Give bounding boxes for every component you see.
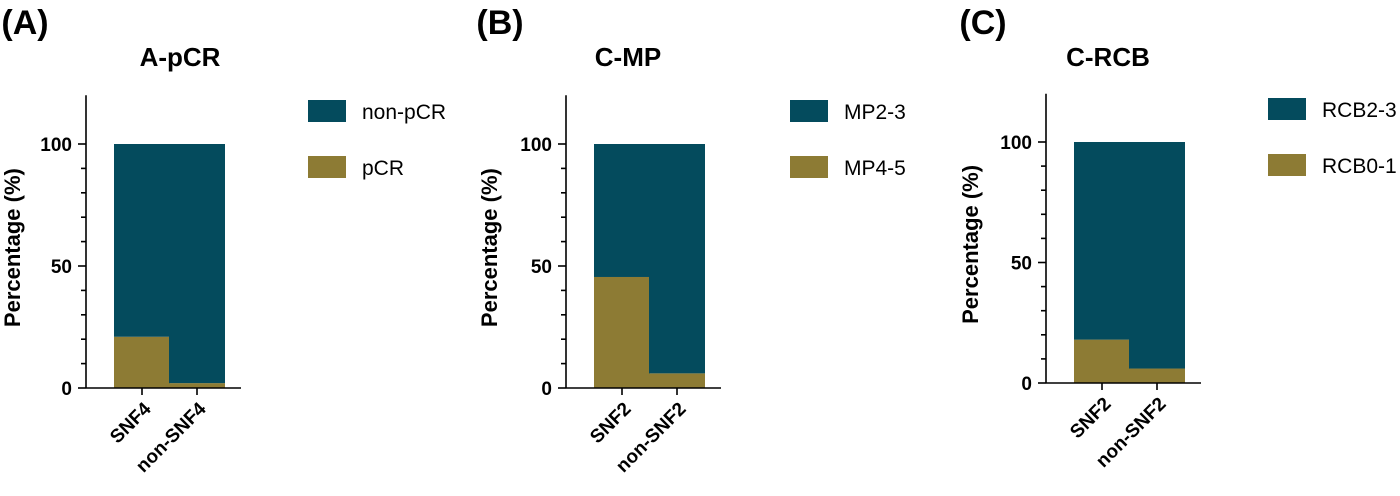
bar-MP4-5-non-SNF2 xyxy=(649,373,705,388)
legend-swatch xyxy=(1268,98,1306,120)
legend-swatch xyxy=(790,156,828,178)
legend-swatch xyxy=(790,100,828,122)
y-tick-label: 50 xyxy=(51,257,72,278)
legend-label: MP2-3 xyxy=(844,101,906,124)
bar-RCB0-1-SNF2 xyxy=(1074,339,1130,383)
category-label: SNF2 xyxy=(1066,394,1115,443)
y-tick-label: 0 xyxy=(61,379,72,400)
panel-letter: (A) xyxy=(1,4,48,42)
bar-non-pCR-SNF4 xyxy=(114,144,170,337)
bar-MP2-3-SNF2 xyxy=(594,144,650,277)
bar-non-pCR-non-SNF4 xyxy=(169,144,225,384)
panel-letter: (B) xyxy=(476,4,523,42)
y-tick-label: 50 xyxy=(1011,254,1032,275)
chart-title: A-pCR xyxy=(140,42,221,72)
bar-RCB0-1-non-SNF2 xyxy=(1129,368,1185,383)
legend-label: pCR xyxy=(362,157,404,180)
bar-RCB2-3-non-SNF2 xyxy=(1129,142,1185,369)
bar-RCB2-3-SNF2 xyxy=(1074,142,1130,340)
y-axis-label: Percentage (%) xyxy=(958,165,983,324)
legend-label: MP4-5 xyxy=(844,157,906,180)
bar-pCR-non-SNF4 xyxy=(169,383,225,388)
bar-MP4-5-SNF2 xyxy=(594,276,650,388)
bar-MP2-3-non-SNF2 xyxy=(649,144,705,374)
panel-letter: (C) xyxy=(959,4,1006,42)
legend-label: RCB2-3 xyxy=(1322,99,1397,122)
y-tick-label: 0 xyxy=(541,379,552,400)
bar-pCR-SNF4 xyxy=(114,336,170,388)
y-axis-label: Percentage (%) xyxy=(477,168,502,327)
category-label: SNF2 xyxy=(586,399,635,448)
chart-title: C-RCB xyxy=(1066,42,1150,72)
legend-swatch xyxy=(1268,154,1306,176)
legend-swatch xyxy=(308,156,346,178)
y-tick-label: 0 xyxy=(1021,374,1032,395)
y-tick-label: 100 xyxy=(520,135,552,156)
y-tick-label: 100 xyxy=(40,135,72,156)
legend-label: non-pCR xyxy=(362,101,446,124)
legend-swatch xyxy=(308,100,346,122)
legend-label: RCB0-1 xyxy=(1322,155,1397,178)
chart-title: C-MP xyxy=(595,42,661,72)
y-tick-label: 50 xyxy=(531,257,552,278)
category-label: SNF4 xyxy=(106,398,155,447)
y-axis-label: Percentage (%) xyxy=(0,168,25,327)
y-tick-label: 100 xyxy=(1000,133,1032,154)
